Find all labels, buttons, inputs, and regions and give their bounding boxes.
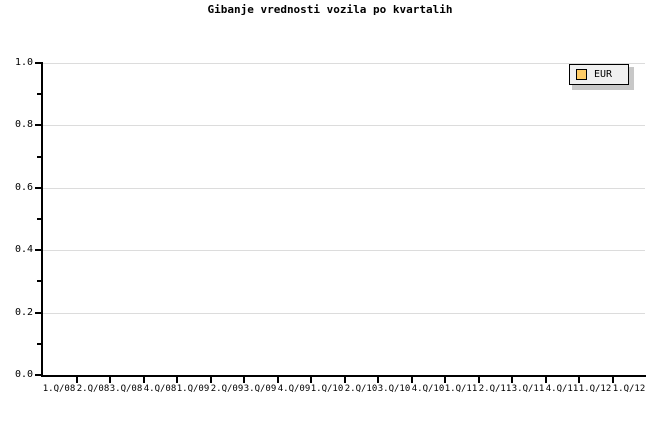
y-axis-tick-minor <box>37 93 42 95</box>
x-axis-tick-label: 4.Q/08 <box>143 384 177 394</box>
x-axis-tick-label: 1.Q/12 <box>612 384 646 394</box>
x-axis-line <box>41 375 646 377</box>
y-axis-tick-major <box>35 312 42 314</box>
x-axis-tick-label: 1.Q/12 <box>578 384 612 394</box>
x-axis-tick-label: 4.Q/10 <box>411 384 445 394</box>
y-axis-tick-major <box>35 249 42 251</box>
legend-label-eur: EUR <box>594 69 613 80</box>
x-axis-tick-label: 4.Q/11 <box>545 384 579 394</box>
x-axis-tick <box>612 377 614 383</box>
x-axis-tick-label: 3.Q/11 <box>511 384 545 394</box>
x-axis-tick-label: 3.Q/08 <box>109 384 143 394</box>
x-axis-tick-label: 1.Q/08 <box>42 384 76 394</box>
gridline <box>42 313 645 314</box>
x-axis-tick <box>478 377 480 383</box>
x-axis-tick-label: 1.Q/11 <box>444 384 478 394</box>
x-axis-tick <box>511 377 513 383</box>
y-axis-tick-major <box>35 62 42 64</box>
x-axis-tick <box>444 377 446 383</box>
x-axis-tick <box>76 377 78 383</box>
x-axis-tick <box>143 377 145 383</box>
y-axis-tick-label: 0.6 <box>14 182 33 193</box>
x-axis-tick-label: 3.Q/10 <box>377 384 411 394</box>
gridline <box>42 250 645 251</box>
y-axis-tick-label: 0.8 <box>14 119 33 130</box>
x-axis-labels: 1.Q/08 2.Q/08 3.Q/08 4.Q/08 1.Q/09 2.Q/09 3.Q/… <box>42 384 646 400</box>
x-axis-tick <box>377 377 379 383</box>
x-axis-tick-label: 2.Q/11 <box>478 384 512 394</box>
gridline <box>42 188 645 189</box>
x-axis-tick <box>545 377 547 383</box>
x-axis-tick <box>210 377 212 383</box>
x-axis-tick <box>243 377 245 383</box>
x-axis-tick <box>277 377 279 383</box>
gridline <box>42 63 645 64</box>
y-axis-tick-minor <box>37 343 42 345</box>
chart-title: Gibanje vrednosti vozila po kvartalih <box>207 3 453 16</box>
x-axis-tick-label: 2.Q/09 <box>210 384 244 394</box>
gridline <box>42 125 645 126</box>
x-axis-tick <box>411 377 413 383</box>
x-axis-tick-label: 2.Q/10 <box>344 384 378 394</box>
x-axis-tick <box>344 377 346 383</box>
x-axis-tick-label: 1.Q/10 <box>310 384 344 394</box>
y-axis-tick-label: 0.0 <box>14 369 33 380</box>
chart-legend[interactable]: EUR <box>569 64 629 85</box>
x-axis-tick <box>310 377 312 383</box>
legend-swatch-eur <box>576 69 587 80</box>
y-axis-tick-minor <box>37 156 42 158</box>
x-axis-tick <box>176 377 178 383</box>
y-axis-tick-label: 1.0 <box>14 57 33 68</box>
x-axis-tick-label: 2.Q/08 <box>76 384 110 394</box>
y-axis-tick-minor <box>37 218 42 220</box>
x-axis-tick <box>109 377 111 383</box>
y-axis-tick-minor <box>37 280 42 282</box>
gridlines <box>42 63 645 375</box>
x-axis-tick <box>578 377 580 383</box>
x-axis-tick-label: 4.Q/09 <box>277 384 311 394</box>
y-axis-tick-major <box>35 374 42 376</box>
y-axis-labels: 1.0 0.8 0.6 0.4 0.2 0.0 <box>0 0 33 440</box>
y-axis-tick-label: 0.2 <box>14 307 33 318</box>
x-axis-tick-label: 3.Q/09 <box>243 384 277 394</box>
y-axis-line <box>41 62 43 377</box>
y-axis-tick-major <box>35 187 42 189</box>
plot-area <box>42 63 645 375</box>
x-axis-tick-label: 1.Q/09 <box>176 384 210 394</box>
y-axis-tick-major <box>35 124 42 126</box>
y-axis-tick-label: 0.4 <box>14 244 33 255</box>
